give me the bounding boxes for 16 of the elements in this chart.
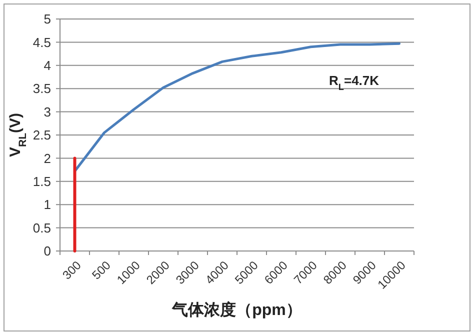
x-axis-title: 气体浓度（ppm） [171, 300, 302, 319]
y-tick-label: 4.5 [32, 34, 51, 50]
y-tick-label: 0.5 [32, 220, 51, 236]
y-tick-label: 3 [44, 104, 51, 120]
y-tick-label: 1 [44, 197, 51, 212]
y-tick-label: 1.5 [32, 174, 51, 189]
y-tick-label: 3.5 [32, 81, 51, 96]
x-tick-label: 300 [60, 258, 84, 282]
y-tick-label: 2.5 [32, 128, 51, 143]
y-tick-label: 2 [44, 150, 51, 166]
line-series [74, 42, 400, 172]
y-tick-label: 5 [44, 12, 51, 27]
annotation: R$_{L}$=4.7K [329, 73, 380, 92]
y-tick-label: 4 [44, 58, 51, 73]
y-tick-label: 0 [44, 244, 51, 259]
x-tick-label: 500 [89, 258, 114, 282]
